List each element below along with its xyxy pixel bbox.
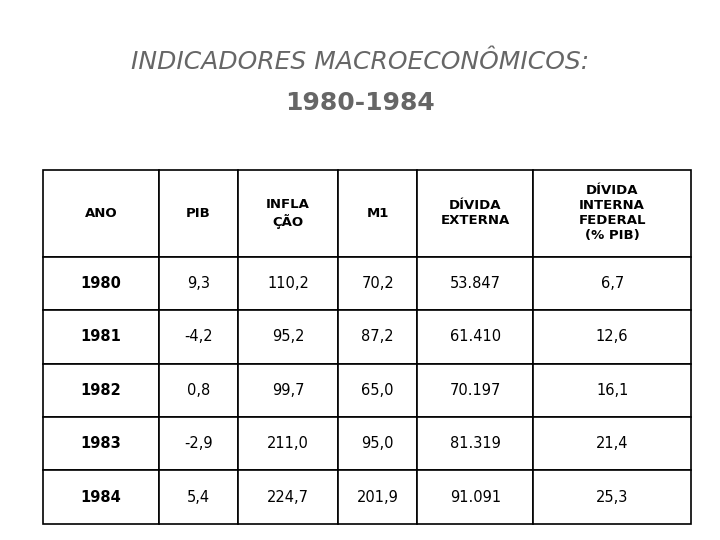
Text: INFLA
ÇÃO: INFLA ÇÃO	[266, 198, 310, 228]
Text: 1983: 1983	[81, 436, 122, 451]
Text: DÍVIDA
INTERNA
FEDERAL
(% PIB): DÍVIDA INTERNA FEDERAL (% PIB)	[578, 185, 646, 242]
Text: 99,7: 99,7	[272, 383, 305, 398]
Text: 16,1: 16,1	[596, 383, 629, 398]
Text: 91.091: 91.091	[449, 490, 501, 504]
Text: 1984: 1984	[81, 490, 122, 504]
Text: 81.319: 81.319	[450, 436, 500, 451]
Text: 1980: 1980	[81, 276, 122, 291]
Text: -4,2: -4,2	[184, 329, 213, 345]
Text: 5,4: 5,4	[187, 490, 210, 504]
Text: 87,2: 87,2	[361, 329, 394, 345]
Text: 6,7: 6,7	[600, 276, 624, 291]
Text: 224,7: 224,7	[267, 490, 309, 504]
Text: 0,8: 0,8	[187, 383, 210, 398]
Text: 12,6: 12,6	[596, 329, 629, 345]
Text: 21,4: 21,4	[596, 436, 629, 451]
Text: 25,3: 25,3	[596, 490, 629, 504]
Text: 1981: 1981	[81, 329, 122, 345]
Text: 61.410: 61.410	[449, 329, 501, 345]
Text: 65,0: 65,0	[361, 383, 394, 398]
Text: PIB: PIB	[186, 207, 211, 220]
Text: 201,9: 201,9	[357, 490, 399, 504]
Text: 95,0: 95,0	[361, 436, 394, 451]
Text: 211,0: 211,0	[267, 436, 309, 451]
Text: -2,9: -2,9	[184, 436, 213, 451]
Text: 9,3: 9,3	[187, 276, 210, 291]
Text: 95,2: 95,2	[272, 329, 305, 345]
Text: ANO: ANO	[85, 207, 117, 220]
Text: 1980-1984: 1980-1984	[285, 91, 435, 114]
Text: 110,2: 110,2	[267, 276, 309, 291]
Text: 70,2: 70,2	[361, 276, 394, 291]
Text: DÍVIDA
EXTERNA: DÍVIDA EXTERNA	[441, 199, 510, 227]
Text: 70.197: 70.197	[449, 383, 501, 398]
Text: 53.847: 53.847	[450, 276, 500, 291]
Text: M1: M1	[366, 207, 389, 220]
Text: 1982: 1982	[81, 383, 122, 398]
Text: INDICADORES MACROECONÔMICOS:: INDICADORES MACROECONÔMICOS:	[131, 50, 589, 74]
